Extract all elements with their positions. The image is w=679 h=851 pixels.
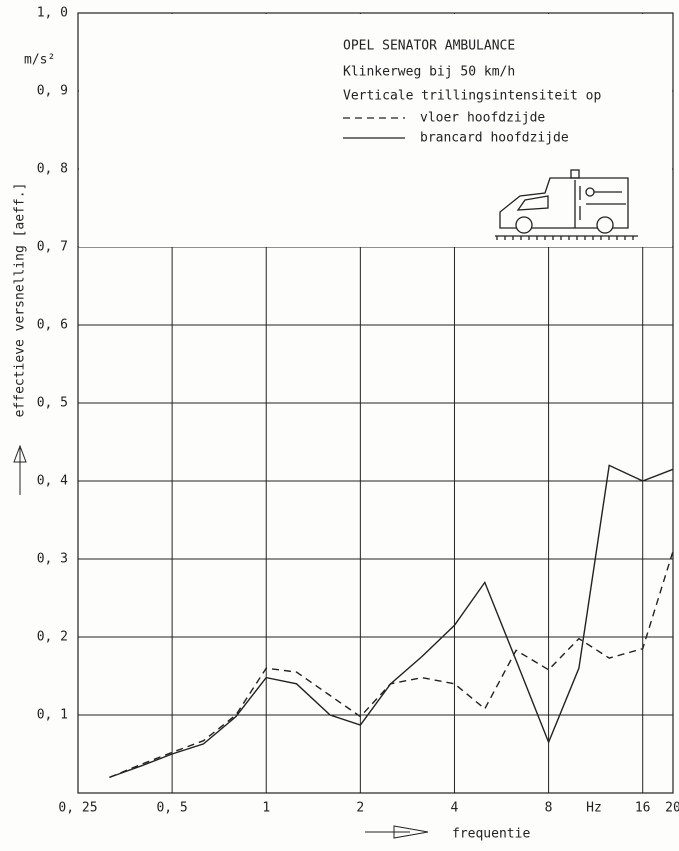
- y-tick-label: 0, 3: [37, 552, 68, 567]
- y-tick-label: 0, 1: [37, 708, 68, 723]
- y-tick-label: 0, 4: [37, 474, 68, 489]
- x-tick-label: 20: [665, 801, 679, 816]
- y-tick-label: 0, 2: [37, 630, 68, 645]
- title-line: OPEL SENATOR AMBULANCE: [343, 39, 515, 54]
- y-tick-label: 0, 6: [37, 318, 68, 333]
- x-tick-label: 1: [262, 801, 270, 816]
- plot-frame: [77, 12, 674, 794]
- title-line: Klinkerweg bij 50 km/h: [343, 65, 515, 80]
- ambulance-icon: [495, 169, 638, 240]
- x-tick-label: 4: [451, 801, 459, 816]
- y-tick-label: 0, 7: [37, 240, 68, 255]
- legend-label: vloer hoofdzijde: [420, 111, 545, 126]
- x-tick-label: 0, 25: [58, 801, 97, 816]
- legend-label: brancard hoofdzijde: [420, 131, 569, 146]
- x-tick-label: 8: [545, 801, 553, 816]
- x-tick-label: 16: [635, 801, 651, 816]
- x-unit: Hz: [586, 801, 602, 816]
- x-tick-label: 0, 5: [156, 801, 187, 816]
- y-arrow: [13, 444, 27, 495]
- legend-panel: [79, 14, 672, 247]
- y-tick-label: 1, 0: [37, 6, 68, 21]
- series-line: [109, 550, 674, 779]
- y-tick-label: 0, 9: [37, 84, 68, 99]
- title-line: Verticale trillingsintensiteit op: [343, 89, 601, 104]
- x-tick-label: 2: [356, 801, 364, 816]
- y-tick-label: 0, 5: [37, 396, 68, 411]
- x-arrow: [365, 825, 429, 839]
- y-unit: m/s²: [24, 53, 55, 68]
- y-axis-label: effectieve versnelling [aeff.]: [13, 183, 28, 418]
- y-tick-label: 0, 8: [37, 162, 68, 177]
- x-axis-label: frequentie: [452, 827, 530, 842]
- series-line: [109, 464, 674, 779]
